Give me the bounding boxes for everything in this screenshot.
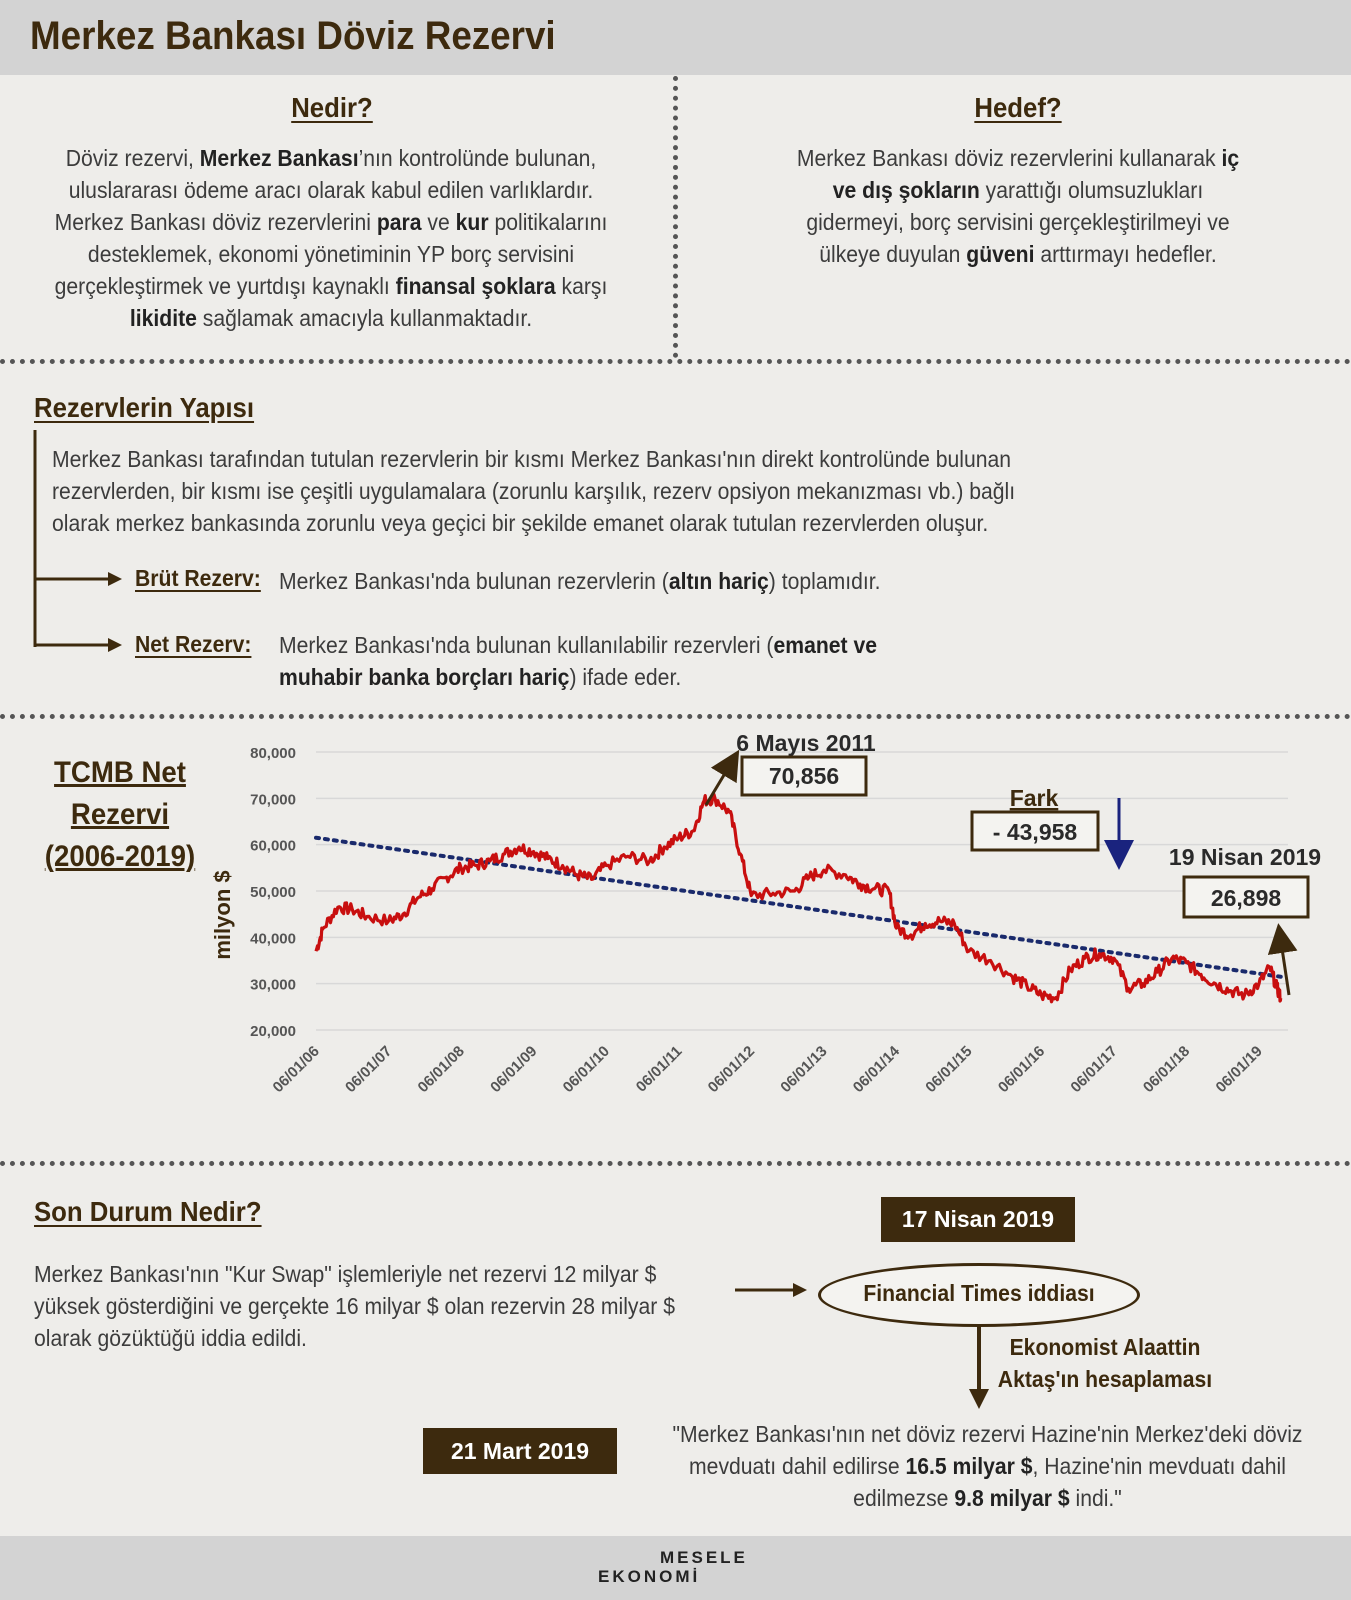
y-tick-label: 80,000: [250, 745, 296, 762]
ft-arrow: [735, 1283, 807, 1297]
aktas-arrow: [969, 1325, 989, 1409]
footer-bar: [0, 1536, 1351, 1600]
text-line: Merkez Bankası'nda bulunan kullanılabili…: [279, 632, 877, 658]
x-tick-label: 06/01/09: [487, 1043, 540, 1096]
divider-1: [0, 359, 1351, 364]
son-durum-heading: Son Durum Nedir?: [34, 1196, 262, 1227]
text-line: Döviz rezervi, Merkez Bankası’nın kontro…: [65, 145, 597, 171]
nedir-text: Döviz rezervi, Merkez Bankası’nın kontro…: [26, 142, 635, 334]
peak-arrow: [704, 749, 740, 806]
x-tick-label: 06/01/16: [995, 1043, 1048, 1096]
page-title: Merkez Bankası Döviz Rezervi: [30, 14, 556, 58]
text-line: desteklemek, ekonomi yönetiminin YP borç…: [87, 241, 575, 267]
text-line: edilmezse 9.8 milyar $ indi.": [853, 1485, 1122, 1511]
son-durum-text: Merkez Bankası'nın "Kur Swap" işlemleriy…: [34, 1258, 696, 1354]
y-tick-label: 60,000: [250, 838, 296, 855]
son-durum-line: Merkez Bankası'nın "Kur Swap" işlemleriy…: [34, 1261, 657, 1287]
peak-value: 70,856: [769, 763, 839, 789]
trendline: [314, 835, 1283, 979]
last-box: [1182, 875, 1310, 919]
series-line: [314, 792, 1283, 1004]
y-tick-label: 20,000: [250, 1023, 296, 1040]
x-tick-label: 06/01/12: [705, 1043, 758, 1096]
text-line: gidermeyi, borç servisini gerçekleştiril…: [806, 209, 1230, 235]
divider-vertical: [673, 76, 678, 358]
text-line: muhabir banka borçları hariç) ifade eder…: [279, 664, 682, 690]
x-tick-label: 06/01/11: [633, 1043, 686, 1096]
text-line: likidite sağlamak amacıyla kullanmaktadı…: [129, 305, 533, 331]
x-tick-label: 06/01/18: [1140, 1043, 1193, 1096]
logo-bottom: EKONOMİ: [598, 1567, 701, 1586]
aktas-line: Ekonomist Alaattin: [1009, 1334, 1201, 1360]
text-line: "Merkez Bankası'nın net döviz rezervi Ha…: [672, 1421, 1303, 1447]
y-tick-label: 70,000: [250, 791, 296, 808]
yapi-line: Merkez Bankası tarafından tutulan rezerv…: [52, 446, 1012, 472]
net-label: Net Rezerv:: [135, 631, 252, 657]
x-tick-label: 06/01/17: [1067, 1043, 1120, 1096]
brut-label: Brüt Rezerv:: [135, 565, 261, 591]
ft-ellipse: [818, 1263, 1140, 1327]
diff-box: [970, 810, 1100, 852]
nedir-heading: Nedir?: [291, 92, 373, 123]
chart-side-title-line: TCMB Net: [54, 756, 186, 789]
yapi-heading: Rezervlerin Yapısı: [34, 392, 255, 423]
text-line: uluslararası ödeme aracı olarak kabul ed…: [68, 177, 594, 203]
last-arrow: [1267, 923, 1298, 996]
diff-value: - 43,958: [993, 819, 1078, 845]
yapi-bracket-arrows: [33, 430, 122, 652]
last-date: 19 Nisan 2019: [1169, 844, 1321, 870]
date-badge-ft: 17 Nisan 2019: [881, 1197, 1075, 1242]
ft-label: Financial Times iddiası: [863, 1280, 1095, 1306]
text-line: gerçekleştirmek ve yurtdışı kaynaklı fin…: [54, 273, 608, 299]
diff-label: Fark: [1010, 785, 1059, 811]
y-axis-label: milyon $: [210, 870, 235, 959]
son-durum-line: yüksek gösterdiğini ve gerçekte 16 milya…: [34, 1293, 675, 1319]
chart-side-title: TCMB Net Rezervi (2006-2019): [28, 752, 212, 878]
x-tick-label: 06/01/15: [922, 1043, 975, 1096]
x-tick-label: 06/01/06: [270, 1043, 323, 1096]
x-tick-label: 06/01/13: [777, 1043, 830, 1096]
last-value: 26,898: [1211, 885, 1282, 911]
x-tick-label: 06/01/10: [560, 1043, 613, 1096]
text-line: mevduatı dahil edilirse 16.5 milyar $, H…: [689, 1453, 1286, 1479]
hedef-heading: Hedef?: [974, 92, 1062, 123]
peak-date: 6 Mayıs 2011: [736, 730, 876, 756]
text-line: Merkez Bankası döviz rezervlerini kullan…: [796, 145, 1240, 171]
text-line: Merkez Bankası'nda bulunan rezervlerin (…: [279, 568, 881, 594]
x-tick-label: 06/01/14: [850, 1042, 904, 1096]
header-bar: [0, 0, 1351, 75]
brut-text: Merkez Bankası'nda bulunan rezervlerin (…: [279, 565, 1107, 597]
x-tick-label: 06/01/07: [342, 1043, 395, 1096]
chart-side-title-line: Rezervi: [70, 798, 170, 831]
logo-top: MESELE: [660, 1548, 748, 1567]
aktas-line: Aktaş'ın hesaplaması: [997, 1366, 1213, 1392]
divider-2: [0, 714, 1351, 719]
y-tick-label: 40,000: [250, 930, 296, 947]
logo: MESELE EKONOMİ: [598, 1548, 758, 1588]
net-reserve-chart: 20,000 30,000 40,000 50,000 60,000 70,000 80,0…: [210, 730, 1321, 1096]
x-tick-label: 06/01/08: [415, 1043, 468, 1096]
aktas-label: Ekonomist Alaattin Aktaş'ın hesaplaması: [995, 1331, 1216, 1395]
son-durum-line: olarak gözüktüğü iddia edildi.: [34, 1325, 307, 1351]
text-line: ve dış şokların yarattığı olumsuzlukları: [832, 177, 1204, 203]
yapi-line: rezervlerden, bir kısmı ise çeşitli uygu…: [52, 478, 1016, 504]
y-tick-label: 30,000: [250, 977, 296, 994]
aktas-quote: "Merkez Bankası'nın net döviz rezervi Ha…: [659, 1418, 1317, 1514]
hedef-text: Merkez Bankası döviz rezervlerini kullan…: [716, 142, 1320, 270]
x-tick-label: 06/01/19: [1213, 1043, 1266, 1096]
yapi-line: olarak merkez bankasında zorunlu veya ge…: [52, 510, 989, 536]
net-text: Merkez Bankası'nda bulunan kullanılabili…: [279, 629, 1107, 693]
peak-box: [740, 755, 868, 797]
text-line: ülkeye duyulan güveni arttırmayı hedefle…: [819, 241, 1217, 267]
text-line: Merkez Bankası döviz rezervlerini para v…: [54, 209, 608, 235]
y-tick-label: 50,000: [250, 884, 296, 901]
yapi-text: Merkez Bankası tarafından tutulan rezerv…: [52, 443, 1202, 539]
chart-side-title-line: (2006-2019): [44, 840, 196, 873]
date-badge-aktas: 21 Mart 2019: [423, 1428, 617, 1474]
divider-3: [0, 1161, 1351, 1166]
